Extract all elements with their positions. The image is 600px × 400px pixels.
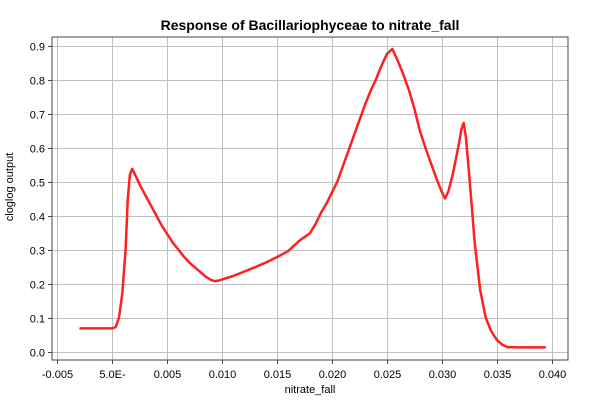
- y-tick-label: 0.6: [30, 144, 45, 156]
- plot-frame: [51, 36, 569, 361]
- x-tick-label: 0.030: [429, 369, 457, 381]
- y-tick-label: 0.4: [30, 212, 45, 224]
- y-axis-title: cloglog output: [4, 153, 16, 222]
- x-axis: -0.005 5.0E- 0.005 0.010 0.015 0.020 0.025 0.03…: [42, 360, 566, 381]
- y-tick-label: 0.3: [30, 246, 45, 258]
- chart-title: Response of Bacillariophyceae to nitrate…: [161, 17, 460, 33]
- response-curve: [79, 47, 547, 349]
- x-tick-label: 5.0E-: [99, 369, 126, 381]
- y-tick-label: 0.5: [30, 178, 45, 190]
- y-axis: 0.0 0.1 0.2 0.3 0.4 0.5 0.6 0.7 0.8 0.9: [30, 42, 52, 360]
- y-tick-label: 0.2: [30, 280, 45, 292]
- x-tick-label: 0.005: [154, 369, 182, 381]
- y-tick-label: 0.7: [30, 110, 45, 122]
- y-tick-label: 0.9: [30, 42, 45, 54]
- x-tick-label: 0.010: [209, 369, 237, 381]
- x-axis-title: nitrate_fall: [285, 384, 336, 396]
- x-tick-label: 0.020: [319, 369, 347, 381]
- y-tick-label: 0.0: [30, 348, 45, 360]
- y-tick-label: 0.8: [30, 76, 45, 88]
- x-tick-label: 0.035: [484, 369, 512, 381]
- x-tick-label: 0.015: [264, 369, 292, 381]
- x-tick-label: 0.025: [374, 369, 402, 381]
- grid-lines: [52, 37, 568, 360]
- x-tick-label: 0.040: [539, 369, 567, 381]
- y-tick-label: 0.1: [30, 314, 45, 326]
- x-tick-label: -0.005: [42, 369, 73, 381]
- series-layer: [79, 47, 547, 349]
